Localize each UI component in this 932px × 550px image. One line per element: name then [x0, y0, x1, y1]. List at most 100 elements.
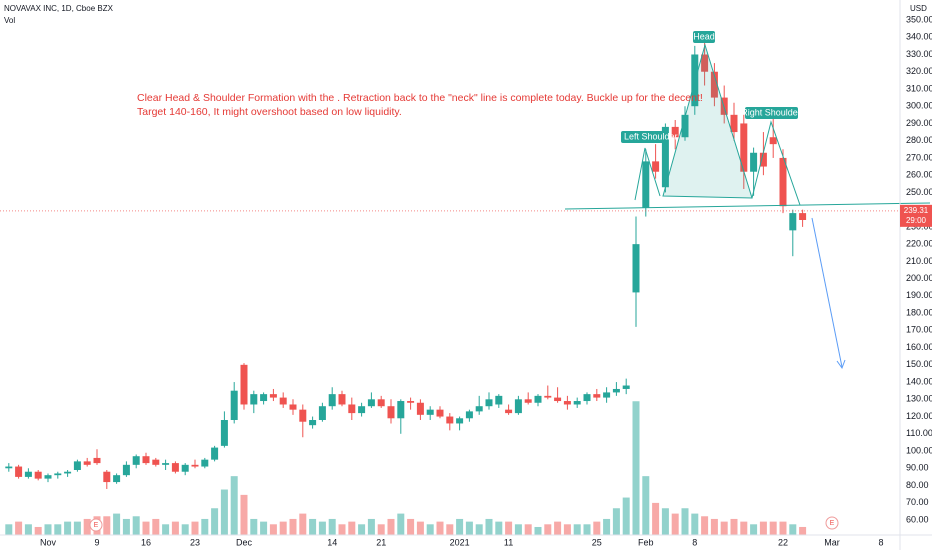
y-tick-label: 100.00 [906, 445, 932, 455]
price-pane [0, 42, 900, 489]
volume-bar [799, 526, 807, 535]
volume-bar [554, 521, 562, 535]
y-tick-label: 300.00 [906, 101, 932, 111]
volume-bar [5, 524, 13, 535]
x-tick-label: 2021 [450, 537, 470, 547]
earnings-marker[interactable] [89, 518, 103, 532]
candle-body [730, 114, 738, 133]
x-tick-label: 22 [778, 537, 788, 547]
candle-body [260, 394, 268, 402]
neck-line [564, 202, 931, 210]
candle-body [318, 406, 326, 420]
candle-body [534, 395, 542, 403]
volume-bar [240, 494, 248, 535]
volume-bar [740, 521, 748, 535]
candle-body [15, 466, 23, 477]
y-tick-label: 280.00 [906, 135, 932, 145]
candle-body [279, 397, 287, 405]
countdown-label: 29:00 [906, 216, 927, 225]
x-tick-label: 8 [878, 537, 883, 547]
volume-bar [211, 508, 219, 535]
candle-body [64, 471, 72, 474]
note: Clear Head & Shoulder Formation with the… [137, 92, 703, 104]
candle-body [603, 392, 611, 398]
volume-bar [485, 518, 493, 535]
volume-bar [34, 526, 42, 535]
volume-bar [436, 521, 444, 535]
volume-bar [416, 521, 424, 535]
candle-body [44, 475, 52, 479]
volume-bar [730, 518, 738, 535]
volume-bar [309, 518, 317, 535]
volume-bar [750, 524, 758, 535]
symbol: NOVAVAX INC, 1D, Cboe BZX [4, 4, 114, 13]
y-tick-label: 210.00 [906, 256, 932, 266]
volume-bar [15, 521, 23, 535]
volume-bar [573, 524, 581, 535]
volume-bar [162, 524, 170, 535]
candle-body [759, 152, 767, 167]
volume-bar [142, 521, 150, 535]
volume-bar [789, 524, 797, 535]
y-tick-label: 350.00 [906, 14, 932, 24]
y-tick-label: 150.00 [906, 359, 932, 369]
volume-bar [171, 521, 179, 535]
candle-body [505, 409, 513, 414]
candle-body [475, 406, 483, 412]
volume-bar [24, 524, 32, 535]
volume-label: Vol [4, 16, 15, 25]
earnings-marker[interactable] [825, 516, 839, 530]
candle-body [740, 123, 748, 172]
x-tick-label: 9 [94, 537, 99, 547]
volume-bar [701, 516, 709, 535]
volume-bar [593, 521, 601, 535]
y-tick-label: 90.00 [906, 463, 929, 473]
candle-body [269, 394, 277, 398]
candle-body [652, 161, 660, 172]
y-tick-label: 250.00 [906, 187, 932, 197]
candle-body [544, 395, 552, 398]
y-tick-label: 200.00 [906, 273, 932, 283]
candle-body [103, 471, 111, 483]
candle-body [563, 401, 571, 405]
last-price-badge [900, 204, 932, 227]
volume-bar [64, 521, 72, 535]
label-box [621, 131, 667, 143]
volume-bar [318, 521, 326, 535]
candle-body [230, 390, 238, 420]
candle-body [191, 464, 199, 467]
candle-body [514, 399, 522, 414]
candle-body [387, 406, 395, 419]
candle-body [152, 459, 160, 465]
volume-bar [475, 524, 483, 535]
volume-bar [289, 518, 297, 535]
volume-bar [103, 516, 111, 535]
candle-body [779, 157, 787, 207]
y-tick-label: 220.00 [906, 239, 932, 249]
candle-body [367, 399, 375, 407]
candle-body [34, 471, 42, 479]
right-shoulder-shape [751, 120, 801, 206]
last-price-label: 239.31 [904, 206, 929, 215]
volume-bar [534, 526, 542, 535]
candle-body [93, 457, 101, 464]
candle-body [593, 394, 601, 398]
volume-bar [113, 513, 121, 535]
candle-body [162, 463, 170, 465]
volume-bar [652, 502, 660, 535]
candle-body [142, 456, 150, 464]
volume-bar [661, 508, 669, 535]
x-tick-label: Nov [40, 537, 57, 547]
target-arrow [811, 217, 843, 368]
x-tick-label: 11 [504, 537, 513, 547]
candle-body [661, 126, 669, 188]
candle-body [681, 114, 689, 138]
candle-body [24, 471, 32, 477]
volume-bar [681, 508, 689, 535]
candle-body [299, 409, 307, 422]
earnings-label: E [94, 522, 99, 529]
volume-bar [152, 518, 160, 535]
volume-bar [759, 521, 767, 535]
volume-bar [710, 518, 718, 535]
